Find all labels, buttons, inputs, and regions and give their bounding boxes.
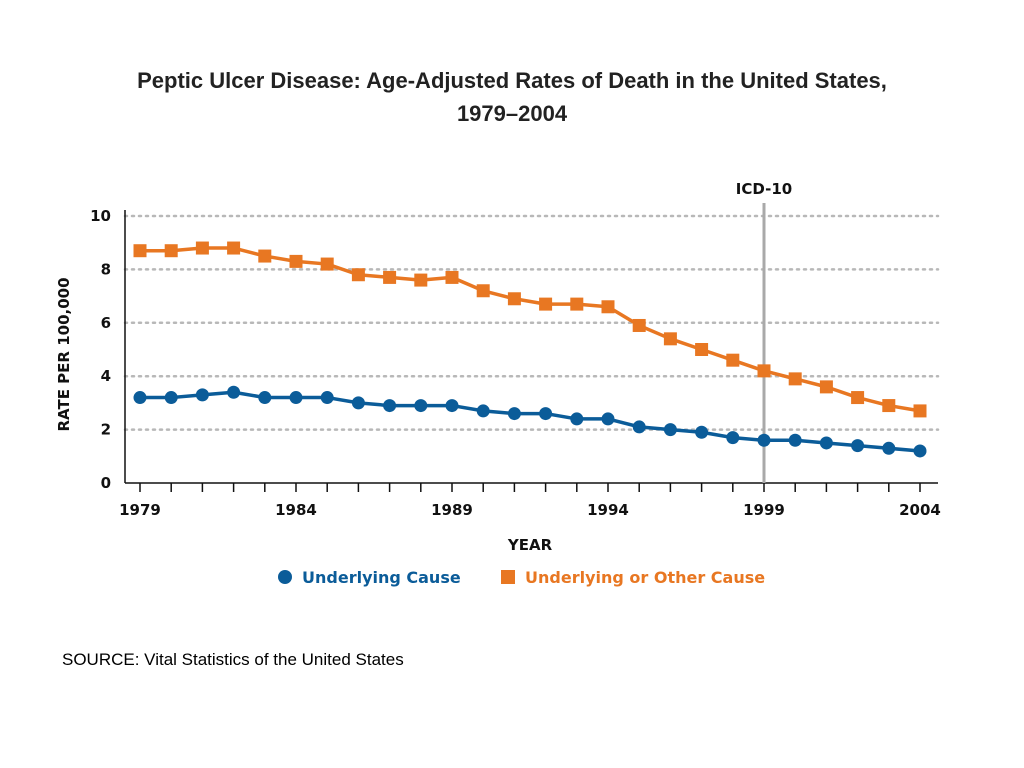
data-point-square [133,244,147,258]
x-axis-title: YEAR [507,536,553,554]
y-tick-label: 0 [101,474,111,492]
y-tick-label: 10 [90,207,111,225]
data-point-square [695,343,709,356]
data-point-circle [289,391,303,405]
data-point-circle [788,433,802,447]
data-point-square [757,364,771,378]
data-point-circle [913,444,927,458]
data-point-circle [227,385,241,399]
data-point-square [788,372,802,386]
x-tick-label: 1989 [431,501,473,519]
legend-marker-underlying-or-other-cause [501,570,515,584]
icd10-annotation: ICD-10 [736,180,792,198]
legend-marker-underlying-cause [278,570,292,584]
data-point-circle [851,439,865,453]
data-point-square [320,257,334,271]
chart-title-line2: 1979–2004 [456,101,568,126]
data-point-circle [164,391,178,405]
data-point-circle [570,412,584,426]
data-point-square [164,244,178,258]
data-point-square [507,292,521,306]
data-point-square [414,273,428,287]
x-tick-label: 2004 [899,501,941,519]
data-point-square [227,241,241,255]
data-point-circle [632,420,646,434]
data-point-circle [133,391,147,405]
data-point-square [663,332,677,346]
data-point-square [195,241,209,255]
data-point-circle [195,388,209,402]
legend-label-underlying-or-other-cause: Underlying or Other Cause [525,568,765,587]
data-point-square [351,268,365,282]
y-tick-label: 4 [101,367,111,385]
data-point-circle [351,396,365,410]
data-point-square [913,404,927,418]
data-point-square [383,270,397,284]
source-note: SOURCE: Vital Statistics of the United S… [62,650,404,669]
data-point-square [601,300,615,314]
data-point-circle [476,404,490,418]
series-line-2 [140,246,921,413]
series-line-1 [140,390,921,453]
data-point-square [882,399,896,413]
data-point-square [258,249,272,263]
data-point-circle [663,423,677,437]
data-point-circle [445,399,459,413]
data-point-circle [601,412,615,426]
data-point-circle [258,391,272,405]
y-axis-title: RATE PER 100,000 [55,277,73,431]
y-tick-label: 2 [101,421,111,439]
data-point-circle [882,441,896,455]
legend-label-underlying-cause: Underlying Cause [302,568,461,587]
data-point-circle [383,399,397,413]
x-tick-label: 1979 [119,501,161,519]
data-point-square [445,270,459,284]
x-tick-label: 1994 [587,501,629,519]
y-tick-label: 6 [101,314,111,332]
data-point-circle [726,431,740,445]
x-tick-label: 1999 [743,501,785,519]
data-point-circle [819,436,833,450]
data-point-square [726,353,740,367]
data-point-circle [320,391,334,405]
data-point-circle [507,407,521,421]
y-tick-label: 8 [101,260,111,278]
chart-title: Peptic Ulcer Disease: Age-Adjusted Rates… [40,64,984,130]
data-point-square [289,254,303,268]
data-point-square [476,284,490,298]
data-point-square [539,297,553,311]
data-point-circle [757,433,771,447]
x-tick-label: 1984 [275,501,317,519]
data-point-square [819,380,833,394]
data-point-square [632,318,646,332]
data-point-circle [539,407,553,421]
line-chart: 0 2 4 6 8 10 1979 1984 1989 1994 1999 2004 ICD-10 YEA… [55,180,941,587]
data-point-circle [414,399,428,413]
data-point-square [570,297,584,311]
chart-title-line1: Peptic Ulcer Disease: Age-Adjusted Rates… [137,68,887,93]
data-point-square [851,391,865,405]
data-point-circle [695,425,709,439]
